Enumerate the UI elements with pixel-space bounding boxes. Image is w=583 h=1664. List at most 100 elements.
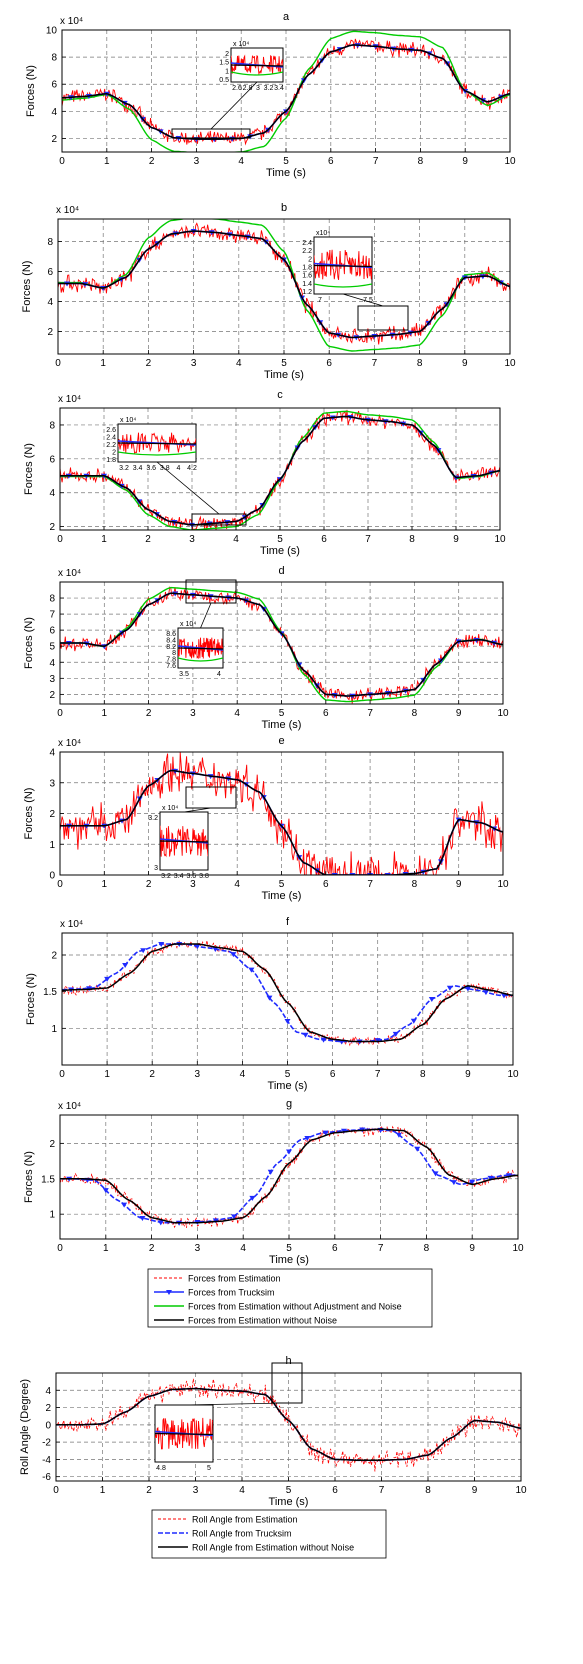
inset-y-label: 3: [154, 865, 158, 872]
inset-y-label: 1.2: [302, 289, 312, 296]
inset-exponent-label: x 10⁴: [120, 417, 136, 424]
legend-label: Forces from Trucksim: [188, 1288, 275, 1298]
legend-label: Forces from Estimation without Adjustmen…: [188, 1302, 402, 1312]
x-tick-label: 5: [279, 879, 285, 890]
inset-x-label: 3.8: [199, 873, 209, 880]
x-axis-label: Time (s): [266, 167, 306, 179]
x-tick-label: 6: [321, 534, 327, 545]
x-tick-label: 0: [59, 156, 65, 167]
x-tick-label: 4: [234, 879, 240, 890]
y-tick-label: 8: [47, 237, 53, 248]
series-group: [58, 219, 510, 352]
inset-y-label: 3.2: [148, 815, 158, 822]
y-axis-label: Forces (N): [25, 65, 37, 117]
chart-title: b: [281, 202, 287, 214]
y-tick-label: -6: [42, 1472, 51, 1483]
y-tick-label: 8: [51, 53, 57, 64]
zoom-connector: [210, 81, 258, 130]
inset-y-label: 7.8: [166, 657, 176, 664]
trucksim-marker: [231, 1214, 238, 1220]
x-tick-label: 0: [55, 358, 61, 369]
inset-x-label: 3.2: [161, 873, 171, 880]
y-tick-label: 2: [47, 327, 53, 338]
legend-item: Roll Angle from Estimation without Noise: [158, 1543, 354, 1553]
series-group: [56, 1378, 521, 1472]
x-tick-label: 7: [367, 879, 373, 890]
y-tick-label: 6: [51, 80, 57, 91]
y-exponent-label: x 10⁴: [58, 394, 81, 405]
y-tick-label: 2: [51, 951, 57, 962]
inset-no-noise-line: [118, 442, 196, 445]
x-tick-label: 7: [372, 358, 378, 369]
inset-series: [160, 825, 208, 858]
x-tick-label: 5: [277, 534, 283, 545]
legend-item: Forces from Estimation without Adjustmen…: [154, 1302, 402, 1312]
x-tick-label: 2: [149, 1243, 155, 1254]
x-tick-label: 7: [373, 156, 379, 167]
y-tick-label: 6: [49, 626, 55, 637]
y-tick-label: 4: [47, 297, 53, 308]
legend-roll: Roll Angle from Estimation Roll Angle fro…: [151, 1509, 387, 1559]
y-tick-label: -4: [42, 1455, 51, 1466]
inset-no-noise-line: [160, 840, 208, 843]
x-tick-label: 1: [100, 358, 106, 369]
x-tick-label: 4: [240, 1243, 246, 1254]
y-axis-label: Forces (N): [21, 261, 33, 313]
inset-x-label: 4: [176, 465, 180, 472]
inset-y-label: 1: [225, 68, 229, 75]
x-tick-label: 6: [330, 1069, 336, 1080]
x-tick-label: 1: [102, 708, 108, 719]
zoom-connector: [183, 807, 212, 813]
x-tick-label: 0: [53, 1485, 59, 1496]
inset-y-label: 8.2: [166, 644, 176, 651]
inset-y-label: 2.4: [106, 435, 116, 442]
x-tick-label: 3: [190, 708, 196, 719]
x-tick-label: 5: [283, 156, 289, 167]
x-tick-label: 6: [332, 1243, 338, 1254]
inset-y-label: 7.6: [166, 663, 176, 670]
inset-no-adjustment-line: [178, 657, 223, 662]
trucksim-marker: [392, 1031, 399, 1037]
y-exponent-label: x 10⁴: [60, 919, 83, 930]
inset-x-label: 3.4: [274, 85, 284, 92]
grid: [56, 1373, 521, 1481]
inset-x-label: 3.2: [264, 85, 274, 92]
x-tick-label: 1: [104, 1069, 110, 1080]
x-tick-label: 9: [469, 1243, 475, 1254]
inset-no-adjustment-line: [231, 71, 283, 76]
x-tick-label: 2: [149, 156, 155, 167]
grid: [60, 582, 503, 704]
inset-exponent-label: x 10⁴: [162, 805, 178, 812]
chart-title: g: [286, 1098, 292, 1110]
trucksim-marker: [104, 976, 111, 982]
legend-item: Forces from Estimation: [154, 1274, 281, 1284]
y-tick-label: 2: [49, 690, 55, 701]
series-estimation-line: [60, 1125, 518, 1229]
series-group: [60, 1125, 518, 1229]
y-axis-label: Forces (N): [23, 788, 35, 840]
x-tick-label: 0: [57, 534, 63, 545]
trucksim-marker: [322, 1130, 329, 1136]
y-tick-label: 2: [49, 809, 55, 820]
x-tick-label: 6: [332, 1485, 338, 1496]
x-tick-label: 10: [494, 534, 506, 545]
y-tick-label: 2: [45, 1403, 51, 1414]
trucksim-marker: [410, 1018, 417, 1024]
x-tick-label: 7: [365, 534, 371, 545]
trucksim-marker: [464, 986, 471, 992]
x-tick-label: 10: [504, 156, 516, 167]
x-tick-label: 2: [146, 1485, 152, 1496]
x-tick-label: 7: [378, 1243, 384, 1254]
trucksim-marker: [140, 948, 147, 954]
x-tick-label: 1: [104, 156, 110, 167]
y-axis-label: Forces (N): [25, 973, 37, 1025]
inset-y-label: 1.8: [302, 265, 312, 272]
x-tick-label: 2: [146, 358, 152, 369]
series-no-noise-line: [60, 1128, 518, 1224]
inset-y-label: 0.5: [219, 77, 229, 84]
x-tick-label: 3: [194, 156, 200, 167]
y-axis-label: Forces (N): [23, 617, 35, 669]
x-axis-label: Time (s): [260, 545, 300, 557]
inset-y-label: 1.4: [302, 281, 312, 288]
